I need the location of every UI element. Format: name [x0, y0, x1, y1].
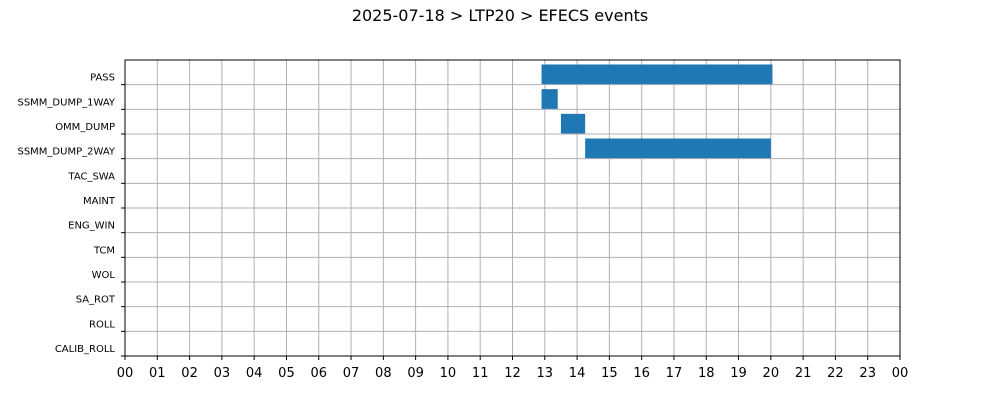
y-tick-label: PASS [90, 73, 115, 84]
x-tick-label: 07 [343, 366, 360, 381]
bars-layer [541, 64, 773, 159]
x-tick-label: 11 [472, 366, 489, 381]
y-tick-label: MAINT [83, 196, 116, 207]
y-tick-label: CALIB_ROLL [55, 344, 116, 355]
y-tick-label: ENG_WIN [68, 221, 115, 232]
event-bar-omm-dump [560, 113, 586, 134]
x-tick-label: 00 [892, 366, 909, 381]
x-tick-label: 16 [633, 366, 650, 381]
x-tick-label: 13 [537, 366, 554, 381]
x-tick-label: 08 [375, 366, 392, 381]
y-tick-label: WOL [92, 270, 116, 281]
event-bar-ssmm-dump-1way [541, 89, 558, 109]
x-tick-label: 06 [310, 366, 327, 381]
y-tick-label: SSMM_DUMP_2WAY [17, 147, 115, 158]
y-tick-label: SSMM_DUMP_1WAY [17, 97, 115, 108]
x-tick-label: 22 [827, 366, 844, 381]
event-bar-pass [541, 64, 773, 85]
x-tick-label: 14 [569, 366, 586, 381]
axes-layer: PASS SSMM_DUMP_1WAY OMM_DUMP SSMM_DUMP_2WAY… [17, 59, 909, 381]
chart-title: 2025-07-18 > LTP20 > EFECS events [351, 6, 649, 25]
x-tick-label: 02 [181, 366, 198, 381]
x-tick-label: 21 [795, 366, 812, 381]
x-tick-label: 05 [278, 366, 295, 381]
y-tick-label: TCM [93, 245, 115, 256]
x-tick-label: 03 [214, 366, 231, 381]
x-tick-label: 23 [859, 366, 876, 381]
x-tick-label: 00 [117, 366, 134, 381]
x-tick-label: 01 [149, 366, 166, 381]
x-tick-label: 19 [730, 366, 747, 381]
y-tick-label: OMM_DUMP [55, 122, 115, 133]
y-tick-label: ROLL [89, 319, 115, 330]
x-tick-label: 20 [763, 366, 780, 381]
grid-layer [124, 60, 901, 356]
x-tick-label: 04 [246, 366, 263, 381]
x-tick-label: 18 [698, 366, 715, 381]
x-tick-label: 12 [504, 366, 521, 381]
event-bar-ssmm-dump-2way [585, 138, 771, 159]
y-tick-label: TAC_SWA [67, 171, 115, 182]
x-tick-label: 10 [440, 366, 457, 381]
x-tick-label: 17 [666, 366, 683, 381]
y-tick-label: SA_ROT [76, 295, 116, 306]
x-tick-label: 09 [407, 366, 424, 381]
x-tick-label: 15 [601, 366, 618, 381]
